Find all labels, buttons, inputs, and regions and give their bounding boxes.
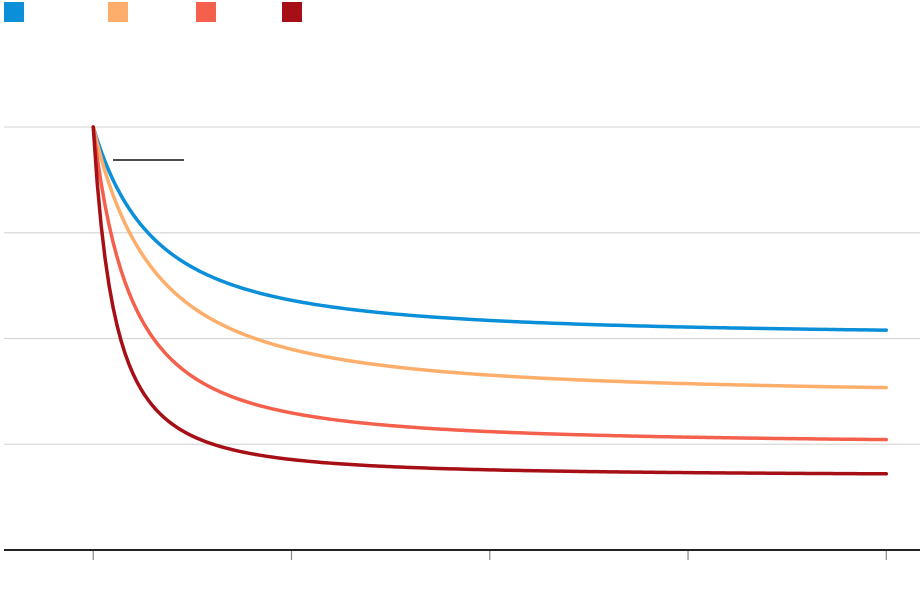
gridlines — [4, 126, 920, 445]
series-line-0 — [91, 125, 889, 332]
legend-swatch-3 — [282, 2, 302, 22]
legend-swatch-0 — [4, 2, 24, 22]
series-line-2 — [91, 125, 889, 442]
legend-swatch-1 — [108, 2, 128, 22]
series-line-1 — [91, 125, 889, 390]
series-lines — [91, 125, 889, 476]
series-line-3 — [91, 125, 889, 476]
legend-swatch-2 — [196, 2, 216, 22]
x-ticks — [92, 550, 887, 560]
